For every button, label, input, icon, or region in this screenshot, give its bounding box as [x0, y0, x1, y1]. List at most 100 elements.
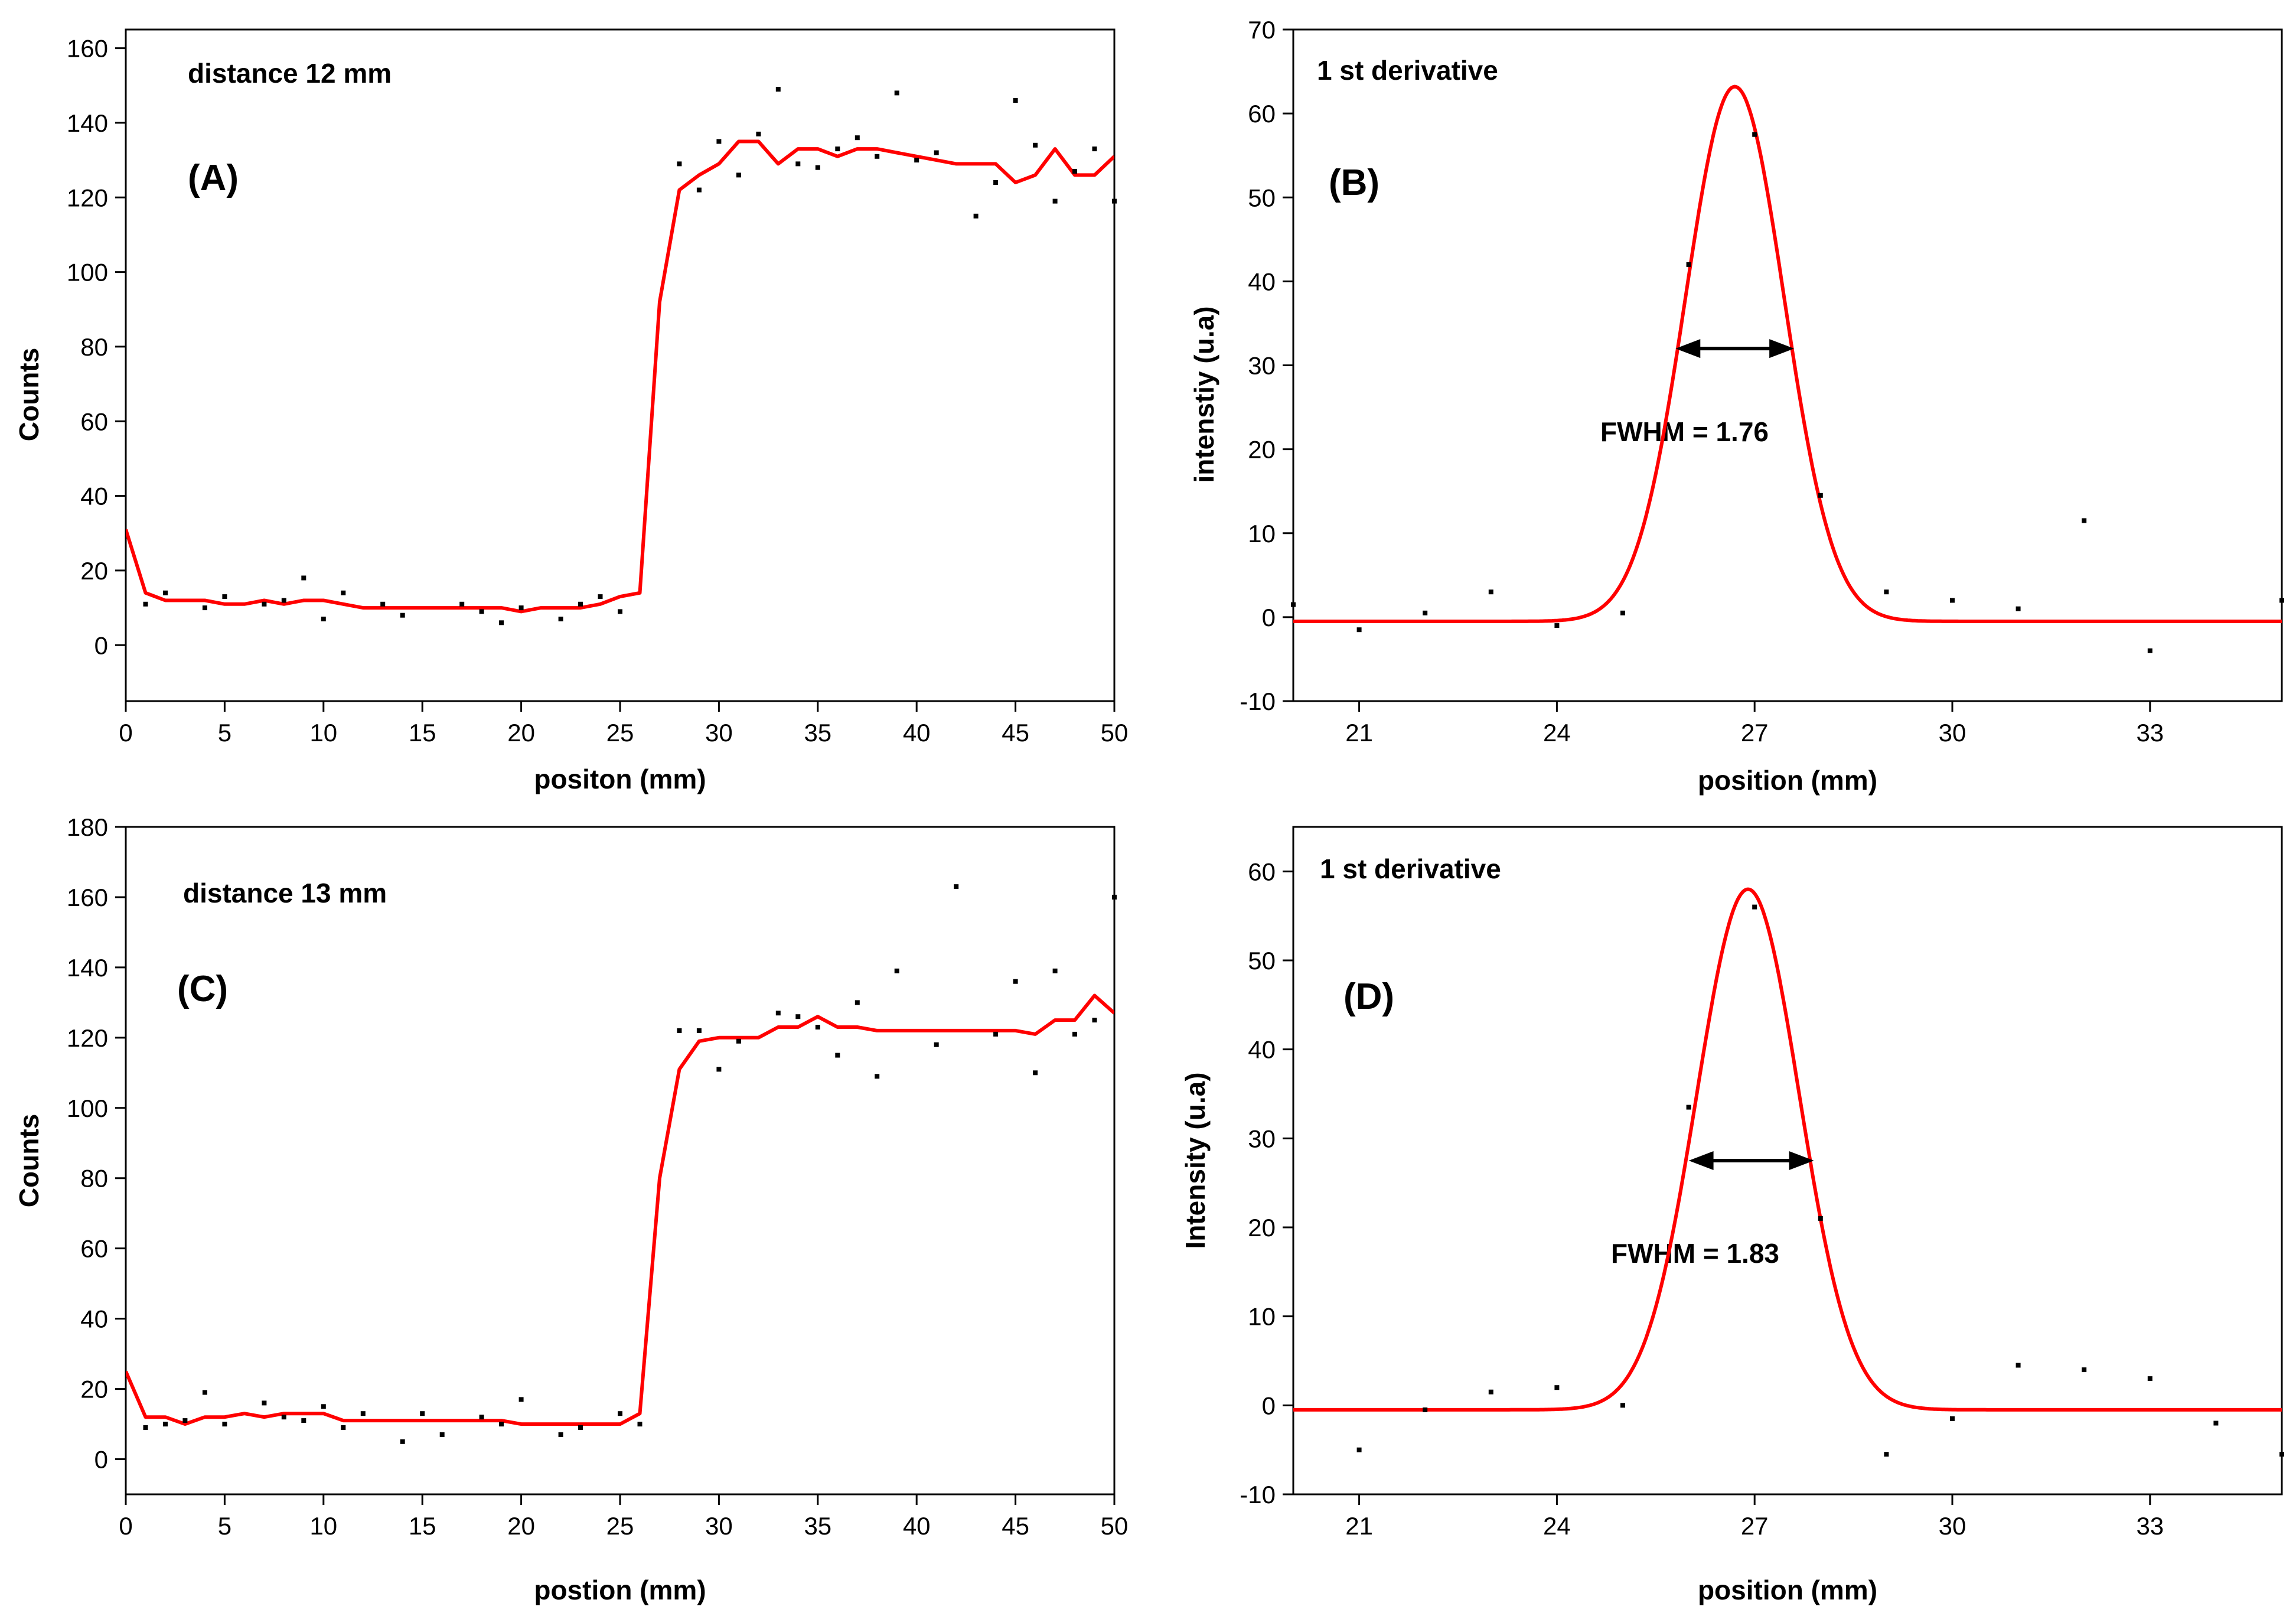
data-point — [1291, 602, 1296, 607]
data-point — [756, 131, 761, 136]
gaussian-fit-curve — [1293, 887, 2282, 1412]
data-point — [558, 617, 563, 621]
data-point — [518, 1397, 524, 1402]
data-point — [875, 154, 880, 159]
data-point — [795, 161, 801, 167]
x-tick-label: 45 — [1002, 719, 1029, 747]
x-tick-label: 30 — [705, 1512, 733, 1540]
x-tick-label: 15 — [409, 719, 436, 747]
x-tick-label: 25 — [606, 719, 634, 747]
data-point — [341, 590, 346, 595]
data-point — [894, 968, 899, 973]
data-point — [1072, 169, 1077, 174]
fwhm-arrow-head-left — [1675, 339, 1701, 359]
data-point — [775, 87, 781, 92]
y-tick-label: 50 — [1248, 947, 1276, 975]
data-point — [993, 180, 999, 185]
data-point — [1488, 589, 1493, 595]
data-point — [143, 1425, 148, 1430]
data-point — [400, 612, 405, 618]
y-tick-label: 80 — [80, 333, 108, 361]
data-point — [2082, 518, 2087, 523]
data-point — [1052, 968, 1058, 973]
x-axis-label: position (mm) — [1698, 765, 1877, 796]
data-point — [321, 617, 326, 621]
data-point — [2279, 1452, 2284, 1457]
x-tick-label: 20 — [507, 719, 535, 747]
data-point — [934, 1042, 939, 1047]
data-point — [439, 1432, 445, 1437]
y-tick-label: 60 — [1248, 100, 1276, 128]
data-point — [2015, 1363, 2021, 1368]
data-point — [954, 884, 959, 890]
data-point — [875, 1074, 880, 1079]
data-point — [677, 161, 682, 167]
data-point — [855, 135, 860, 141]
x-tick-label: 5 — [218, 719, 231, 747]
data-point — [1423, 1407, 1428, 1412]
x-tick-label: 27 — [1741, 719, 1769, 747]
y-tick-label: 40 — [1248, 1036, 1276, 1064]
panel-label: (D) — [1343, 976, 1394, 1017]
x-tick-label: 15 — [409, 1512, 436, 1540]
y-axis-label: Counts — [14, 1114, 44, 1207]
y-tick-label: 10 — [1248, 520, 1276, 548]
x-tick-label: 30 — [1939, 1512, 1966, 1540]
data-point — [1620, 610, 1625, 615]
fwhm-arrow-head-right — [1789, 1151, 1814, 1170]
chart-title: 1 st derivative — [1317, 55, 1498, 86]
data-point — [380, 601, 386, 607]
data-point — [736, 172, 741, 178]
data-marks — [1291, 84, 2284, 653]
y-tick-label: 120 — [67, 1024, 108, 1052]
data-point — [2147, 648, 2152, 653]
y-tick-label: 80 — [80, 1165, 108, 1193]
data-point — [1818, 1216, 1823, 1221]
data-point — [2279, 598, 2284, 603]
data-point — [1356, 1447, 1362, 1452]
data-point — [835, 1053, 840, 1058]
data-point — [914, 158, 919, 163]
data-point — [143, 601, 148, 607]
data-marks — [126, 87, 1117, 625]
data-point — [716, 139, 722, 144]
x-tick-label: 0 — [119, 1512, 132, 1540]
data-point — [479, 609, 484, 614]
panel-label: (C) — [177, 969, 228, 1009]
data-point — [1818, 493, 1823, 498]
chart-title: distance 12 mm — [188, 58, 392, 89]
data-point — [163, 1422, 168, 1427]
x-tick-label: 33 — [2136, 719, 2164, 747]
data-point — [1112, 894, 1117, 900]
x-tick-label: 10 — [309, 1512, 337, 1540]
data-point — [2213, 1420, 2219, 1426]
data-point — [182, 1418, 188, 1423]
data-point — [222, 594, 227, 600]
x-tick-label: 0 — [119, 719, 132, 747]
y-tick-label: 140 — [67, 954, 108, 982]
y-tick-label: 60 — [80, 1235, 108, 1263]
y-tick-label: 50 — [1248, 184, 1276, 211]
data-point — [578, 601, 583, 607]
fit-line — [126, 139, 1114, 614]
y-tick-label: 60 — [1248, 858, 1276, 885]
data-point — [1950, 1416, 1955, 1421]
data-point — [301, 575, 306, 581]
y-axis-label: intenstiy (u.a) — [1189, 306, 1219, 483]
data-point — [499, 620, 504, 625]
data-point — [222, 1422, 227, 1427]
x-tick-label: 40 — [903, 719, 931, 747]
data-point — [558, 1432, 563, 1437]
data-point — [281, 598, 286, 603]
data-point — [518, 605, 524, 611]
y-axis-label: Intensity (u.a) — [1180, 1072, 1211, 1249]
axis-ticks: 21 24 27 30 33 -10 0 10 20 30 40 50 60 — [1240, 858, 2164, 1540]
data-point — [321, 1404, 326, 1409]
fwhm-annotation: FWHM = 1.83 — [1611, 1238, 1779, 1269]
y-tick-label: 0 — [94, 1446, 108, 1474]
data-point — [855, 1000, 860, 1005]
fwhm-arrow-head-left — [1688, 1151, 1714, 1170]
data-point — [202, 1390, 207, 1395]
x-axis-label: position (mm) — [1698, 1575, 1877, 1605]
